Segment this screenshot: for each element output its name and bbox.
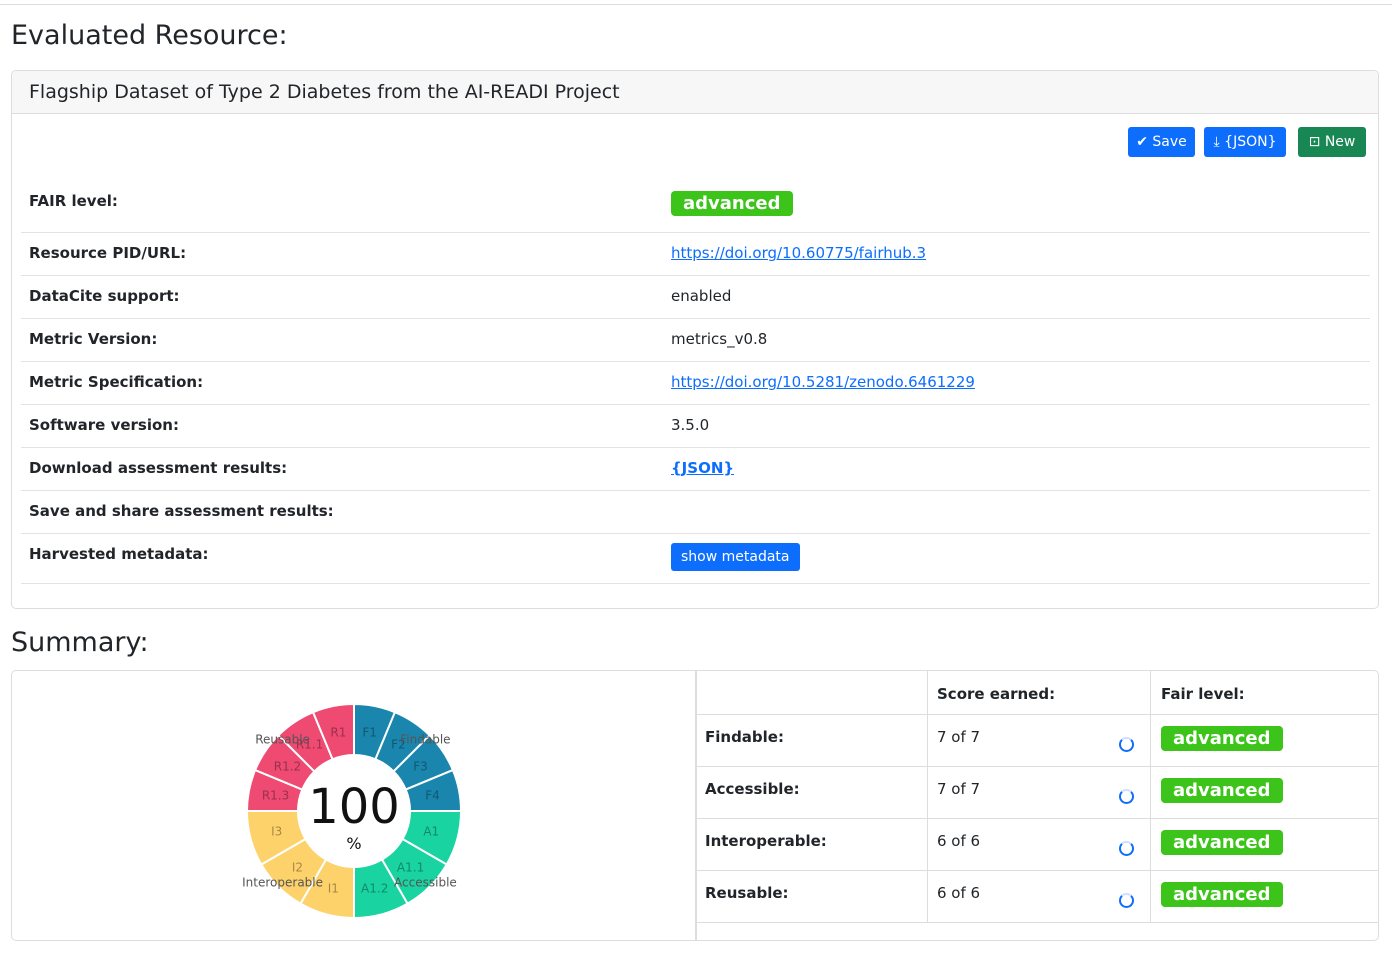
info-row: Metric Version: metrics_v0.8 xyxy=(21,318,1370,362)
row-line xyxy=(697,766,1378,767)
fair-badge: advanced xyxy=(1161,778,1283,803)
category-label: Findable: xyxy=(705,728,784,746)
summary-card: F1 F2 F3 F4 Findable A1 A1.1 A1.2 Accessible I1 I2… xyxy=(11,670,1379,941)
row-label: Harvested metadata: xyxy=(29,545,209,563)
info-row: Resource PID/URL: https://doi.org/10.6077… xyxy=(21,232,1370,276)
loading-icon xyxy=(1119,789,1134,804)
fair-badge: advanced xyxy=(1161,882,1283,907)
row-label: Resource PID/URL: xyxy=(29,244,187,262)
metric-label: I1 xyxy=(328,881,339,895)
card-header: Flagship Dataset of Type 2 Diabetes from… xyxy=(12,71,1378,114)
row-line xyxy=(697,870,1378,871)
save-button[interactable]: ✔ Save xyxy=(1128,127,1195,157)
category-label: Reusable: xyxy=(705,884,789,902)
metric-label: R1 xyxy=(330,726,346,740)
fair-donut: F1 F2 F3 F4 Findable A1 A1.1 A1.2 Accessible I1 I2… xyxy=(242,702,463,920)
link[interactable]: {JSON} xyxy=(671,459,735,477)
group-label: Findable xyxy=(400,733,450,747)
category-label: Accessible: xyxy=(705,780,800,798)
row-line xyxy=(697,922,1378,923)
info-row: Harvested metadata: show metadata xyxy=(21,533,1370,584)
category-label: Interoperable: xyxy=(705,832,827,850)
row-label: Metric Specification: xyxy=(29,373,204,391)
divider xyxy=(927,671,928,923)
loading-icon xyxy=(1119,893,1134,908)
button-label: {JSON} xyxy=(1224,134,1277,150)
section-title: Evaluated Resource: xyxy=(11,20,288,51)
segment xyxy=(311,702,355,761)
top-border xyxy=(0,4,1392,5)
row-line xyxy=(697,818,1378,819)
metric-label: F1 xyxy=(362,726,377,740)
metric-label: I3 xyxy=(271,825,282,839)
row-label: Download assessment results: xyxy=(29,459,288,477)
metric-label: F4 xyxy=(425,788,440,802)
loading-icon xyxy=(1119,841,1134,856)
table-header: Fair level: xyxy=(1161,685,1245,703)
score: 6 of 6 xyxy=(937,832,981,850)
link[interactable]: https://doi.org/10.60775/fairhub.3 xyxy=(671,244,927,262)
center-value: 100 xyxy=(308,779,400,835)
metric-label: F2 xyxy=(391,737,406,751)
row-label: DataCite support: xyxy=(29,287,180,305)
button-label: Save xyxy=(1152,134,1187,150)
metric-label: A1.2 xyxy=(361,881,388,895)
divider xyxy=(695,671,697,940)
section-title: Summary: xyxy=(11,627,149,658)
metric-label: I2 xyxy=(292,861,303,875)
json-button[interactable]: ⤓ {JSON} xyxy=(1204,127,1286,157)
table-header: Score earned: xyxy=(937,685,1056,703)
info-row: Metric Specification: https://doi.org/10.… xyxy=(21,361,1370,405)
fair-badge: advanced xyxy=(671,191,793,216)
score: 6 of 6 xyxy=(937,884,981,902)
metric-label: A1.1 xyxy=(397,861,424,875)
row-value: 3.5.0 xyxy=(671,416,710,434)
loading-icon xyxy=(1119,737,1134,752)
row-value: enabled xyxy=(671,287,732,305)
metric-label: A1 xyxy=(423,825,439,839)
group-label: Accessible xyxy=(394,875,457,889)
resource-title: Flagship Dataset of Type 2 Diabetes from… xyxy=(29,81,620,103)
button-label: New xyxy=(1324,134,1356,150)
fair-badge: advanced xyxy=(1161,726,1283,751)
row-label: Save and share assessment results: xyxy=(29,502,334,520)
metric-label: R1.2 xyxy=(274,760,301,774)
group-label: Reusable xyxy=(255,733,310,747)
score: 7 of 7 xyxy=(937,780,981,798)
row-label: Metric Version: xyxy=(29,330,158,348)
info-row: Software version: 3.5.0 xyxy=(21,404,1370,448)
info-row: FAIR level: advanced xyxy=(21,189,1370,233)
score: 7 of 7 xyxy=(937,728,981,746)
link[interactable]: https://doi.org/10.5281/zenodo.6461229 xyxy=(671,373,975,391)
metric-label: F3 xyxy=(413,760,428,774)
divider xyxy=(1150,671,1151,923)
row-label: Software version: xyxy=(29,416,179,434)
center-unit: % xyxy=(346,834,361,853)
metric-label: R1.1 xyxy=(296,737,323,751)
new-button[interactable]: ⊡ New xyxy=(1298,127,1366,157)
metric-label: R1.3 xyxy=(262,788,289,802)
info-row: Download assessment results: {JSON} xyxy=(21,447,1370,491)
group-label: Interoperable xyxy=(242,875,323,889)
fair-badge: advanced xyxy=(1161,830,1283,855)
info-row: DataCite support: enabled xyxy=(21,275,1370,319)
show-metadata-button[interactable]: show metadata xyxy=(671,543,800,571)
row-label: FAIR level: xyxy=(29,192,118,210)
row-line xyxy=(697,714,1378,715)
info-row: Save and share assessment results: xyxy=(21,490,1370,534)
center xyxy=(299,756,409,866)
row-value: metrics_v0.8 xyxy=(671,330,768,348)
resource-card: Flagship Dataset of Type 2 Diabetes from… xyxy=(11,70,1379,609)
